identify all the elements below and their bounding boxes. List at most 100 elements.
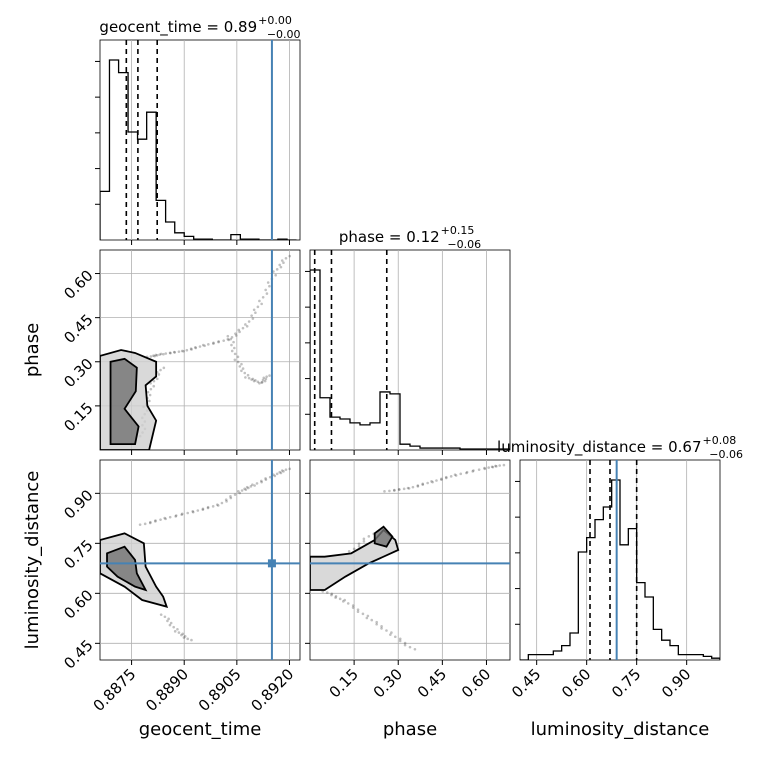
hist-step-luminosity-distance	[520, 479, 720, 660]
scatter-point	[226, 337, 230, 341]
truth-marker	[267, 559, 276, 568]
scatter-point	[152, 354, 155, 358]
scatter-point	[201, 343, 205, 347]
scatter-point	[254, 311, 257, 315]
scatter-point	[347, 550, 351, 553]
scatter-point	[375, 622, 378, 626]
scatter-point	[393, 489, 396, 492]
scatter-point	[180, 633, 183, 637]
scatter-point	[325, 591, 329, 594]
scatter-point	[390, 631, 393, 634]
tick-label-x: 0.8875	[90, 665, 140, 715]
scatter-point	[206, 505, 210, 509]
hist-clip	[100, 40, 297, 240]
scatter-point	[471, 470, 475, 473]
scatter-point	[226, 334, 230, 338]
scatter-point	[490, 465, 494, 469]
scatter-point	[166, 619, 169, 623]
ylabel-phase: phase	[22, 323, 43, 377]
contour-inner	[106, 545, 148, 592]
panel-frame	[99, 39, 301, 241]
scatter-point	[174, 515, 177, 518]
scatter-point	[148, 521, 152, 525]
hist-clip	[310, 250, 510, 450]
tick-label-x: 0.45	[414, 665, 450, 701]
scatter-point	[191, 510, 195, 514]
scatter-point	[232, 340, 235, 344]
scatter-point	[403, 643, 407, 647]
scatter-point	[357, 545, 361, 548]
hist-step-geocent-time	[100, 59, 297, 240]
scatter-point	[444, 475, 448, 479]
scatter-point	[217, 340, 220, 344]
scatter-point	[154, 520, 157, 523]
contour-outer	[310, 528, 400, 591]
scatter-clip	[310, 463, 510, 651]
scatter-point	[280, 469, 284, 472]
scatter-point	[397, 487, 401, 491]
scatter-point	[155, 377, 159, 381]
scatter-point	[148, 399, 151, 403]
scatter-point	[216, 504, 220, 507]
scatter-point	[444, 476, 448, 480]
scatter-point	[477, 468, 481, 471]
scatter-point	[494, 464, 497, 468]
scatter-point	[356, 608, 360, 611]
scatter-point	[279, 265, 283, 269]
scatter-point	[162, 352, 165, 356]
scatter-point	[265, 292, 269, 295]
scatter-point	[430, 480, 433, 483]
scatter-point	[459, 472, 463, 476]
scatter-point	[397, 488, 401, 491]
scatter-point	[406, 486, 410, 490]
scatter-point	[245, 485, 249, 489]
scatter-point	[241, 326, 245, 330]
scatter-point	[491, 465, 495, 469]
scatter-point	[383, 490, 386, 493]
scatter-point	[152, 379, 156, 383]
scatter-point	[255, 482, 259, 485]
scatter-point	[416, 485, 420, 488]
scatter-point	[251, 377, 255, 381]
scatter-point	[198, 345, 202, 348]
hist-step-phase	[310, 269, 510, 450]
scatter-point	[250, 314, 253, 317]
scatter-point	[146, 390, 150, 394]
scatter-point	[217, 340, 220, 343]
hist-clip	[520, 460, 720, 660]
scatter-point	[177, 350, 181, 353]
scatter-point	[392, 488, 396, 492]
scatter-point	[229, 337, 233, 341]
panel-luminosity-distance-vs-phase: 0.15 0.30 0.45 0.60	[305, 459, 511, 701]
scatter-point	[247, 486, 250, 490]
scatter-point	[154, 519, 157, 522]
scatter-point	[168, 623, 172, 627]
scatter-point	[449, 475, 453, 478]
scatter-point	[194, 345, 197, 349]
scatter-point	[421, 483, 425, 486]
scatter-point	[251, 483, 254, 486]
title-luminosity-distance: luminosity_distance = 0.67+0.08 −0.06	[497, 434, 743, 461]
scatter-point	[233, 493, 237, 496]
scatter-point	[263, 379, 267, 383]
scatter-point	[240, 489, 244, 492]
panel-frame	[519, 459, 721, 661]
scatter-point	[361, 612, 365, 616]
scatter-point	[148, 393, 152, 397]
xlabel-geocent-time: geocent_time	[139, 719, 262, 740]
scatter-point	[173, 351, 176, 354]
scatter-point	[278, 263, 282, 267]
scatter-point	[356, 610, 360, 614]
scatter-point	[149, 355, 153, 358]
scatter-point	[453, 473, 457, 476]
scatter-point	[282, 261, 285, 265]
scatter-point	[180, 349, 184, 353]
tick-label-x: 0.15	[326, 665, 362, 701]
scatter-point	[275, 268, 279, 271]
scatter-point	[186, 511, 190, 515]
scatter-point	[483, 467, 487, 471]
scatter-point	[273, 474, 277, 478]
scatter-point	[233, 352, 237, 356]
scatter-point	[261, 295, 265, 299]
scatter-point	[168, 351, 172, 355]
